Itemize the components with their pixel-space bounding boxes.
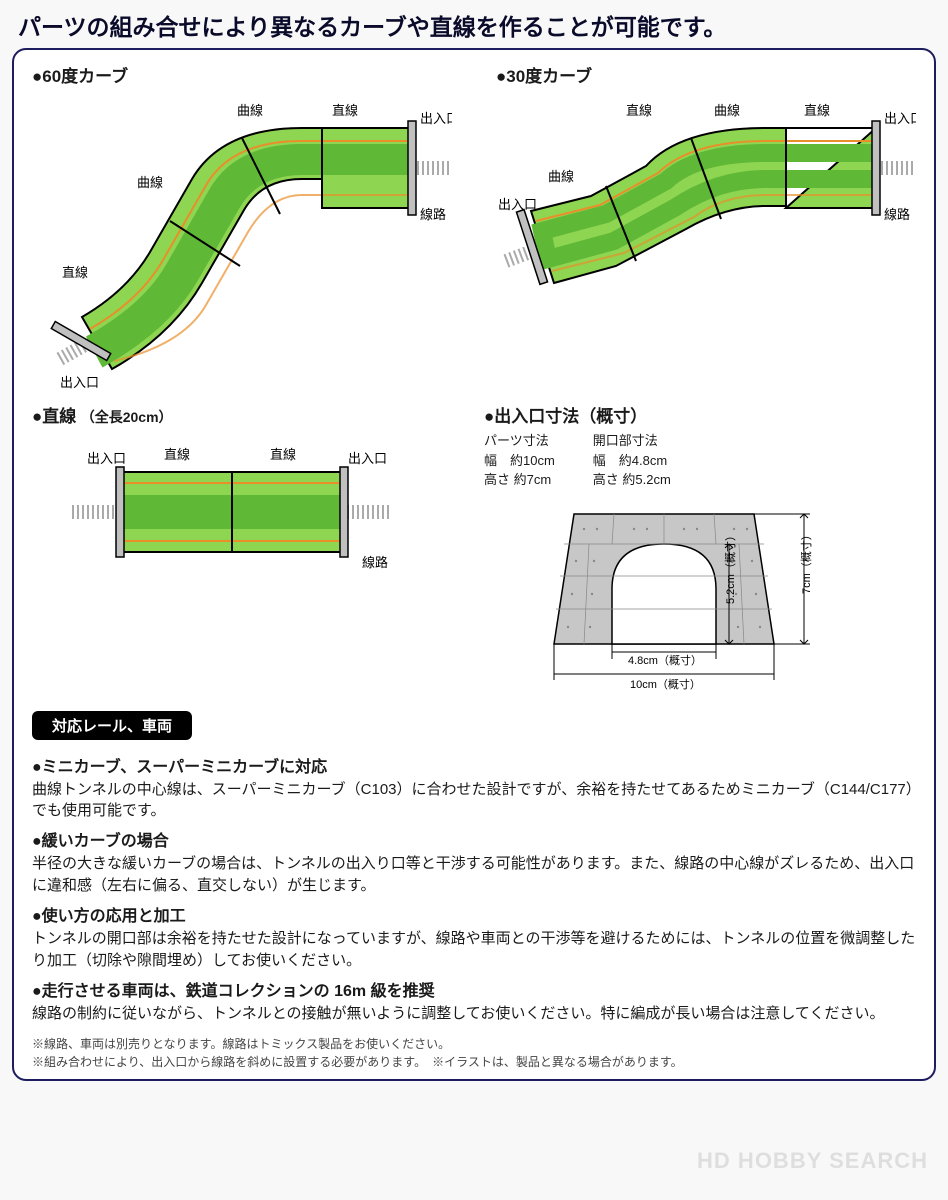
footnotes: ※線路、車両は別売りとなります。線路はトミックス製品をお使いください。 ※組み合… <box>32 1035 916 1071</box>
diagram-60deg: ●60度カーブ <box>32 62 476 396</box>
portal-spec2-h: 高さ 約5.2cm <box>593 470 671 490</box>
svg-text:出入口: 出入口 <box>420 111 452 126</box>
svg-text:直線: 直線 <box>332 103 358 118</box>
svg-text:出入口: 出入口 <box>348 451 387 466</box>
svg-text:出入口: 出入口 <box>87 451 126 466</box>
footnote-2: ※組み合わせにより、出入口から線路を斜めに設置する必要があります。 ※イラストは… <box>32 1053 916 1071</box>
svg-text:直線: 直線 <box>270 447 296 462</box>
watermark: HD HOBBY SEARCH <box>697 1148 928 1174</box>
body-h2: ●緩いカーブの場合 <box>32 830 916 853</box>
page-title: パーツの組み合せにより異なるカーブや直線を作ることが可能です。 <box>0 0 948 48</box>
portal-spec1-h: 高さ 約7cm <box>484 470 555 490</box>
svg-text:直線: 直線 <box>164 447 190 462</box>
svg-text:出入口: 出入口 <box>60 375 99 390</box>
portal-dim-inner-w: 4.8cm（概寸） <box>628 653 702 667</box>
svg-text:曲線: 曲線 <box>548 169 574 184</box>
body-content: ●ミニカーブ、スーパーミニカーブに対応 曲線トンネルの中心線は、スーパーミニカー… <box>32 756 916 1025</box>
svg-text:直線: 直線 <box>62 265 88 280</box>
body-h4: ●走行させる車両は、鉄道コレクションの 16m 級を推奨 <box>32 980 916 1003</box>
body-p1: 曲線トンネルの中心線は、スーパーミニカーブ（C103）に合わせた設計ですが、余裕… <box>32 779 916 823</box>
svg-text:出入口: 出入口 <box>498 197 537 212</box>
portal-dim-outer-h: 7cm（概寸） <box>799 529 813 594</box>
diagram-30deg: ●30度カーブ 曲線 直線 <box>496 62 916 396</box>
main-panel: ●60度カーブ <box>12 48 936 1081</box>
svg-text:直線: 直線 <box>804 103 830 118</box>
diagram-60deg-svg: 曲線 直線 曲線 直線 出入口 線路 出入口 <box>32 91 452 391</box>
diagram-30deg-svg: 曲線 直線 曲線 直線 出入口 線路 出入口 <box>496 91 916 321</box>
portal-spec1-head: パーツ寸法 <box>484 431 555 451</box>
diagram-portal: ●出入口寸法（概寸） パーツ寸法 幅 約10cm 高さ 約7cm 開口部寸法 幅… <box>484 402 916 699</box>
diagram-portal-title: ●出入口寸法（概寸） <box>484 402 916 427</box>
portal-spec2-w: 幅 約4.8cm <box>593 451 671 471</box>
portal-dim-outer-w: 10cm（概寸） <box>630 677 701 691</box>
svg-text:曲線: 曲線 <box>137 175 163 190</box>
svg-text:線路: 線路 <box>420 207 446 222</box>
diagram-60deg-title: ●60度カーブ <box>32 62 476 87</box>
section-badge: 対応レール、車両 <box>32 711 192 740</box>
body-p2: 半径の大きな緩いカーブの場合は、トンネルの出入り口等と干渉する可能性があります。… <box>32 853 916 897</box>
diagram-straight-svg: 直線 直線 出入口 出入口 線路 <box>32 427 432 587</box>
footnote-1: ※線路、車両は別売りとなります。線路はトミックス製品をお使いください。 <box>32 1035 916 1053</box>
body-p4: 線路の制約に従いながら、トンネルとの接触が無いように調整してお使いください。特に… <box>32 1003 916 1025</box>
svg-text:曲線: 曲線 <box>714 103 740 118</box>
body-h1: ●ミニカーブ、スーパーミニカーブに対応 <box>32 756 916 779</box>
portal-spec1-w: 幅 約10cm <box>484 451 555 471</box>
svg-text:直線: 直線 <box>626 103 652 118</box>
body-h3: ●使い方の応用と加工 <box>32 905 916 928</box>
diagram-straight-title: ●直線 <box>32 407 76 426</box>
diagram-30deg-title: ●30度カーブ <box>496 62 916 87</box>
svg-text:線路: 線路 <box>884 207 910 222</box>
svg-text:線路: 線路 <box>362 555 388 570</box>
label-curve: 曲線 <box>237 103 263 118</box>
diagram-straight: ●直線 （全長20cm） 直線 直線 出入口 出入口 線路 <box>32 402 464 699</box>
diagram-straight-subtitle: （全長20cm） <box>81 409 173 425</box>
diagram-portal-svg: 4.8cm（概寸） 10cm（概寸） 5.2cm（概寸） 7cm（概寸） <box>484 494 864 694</box>
portal-dim-inner-h: 5.2cm（概寸） <box>723 530 737 604</box>
body-p3: トンネルの開口部は余裕を持たせた設計になっていますが、線路や車両との干渉等を避け… <box>32 928 916 972</box>
portal-spec2-head: 開口部寸法 <box>593 431 671 451</box>
svg-text:出入口: 出入口 <box>884 111 916 126</box>
